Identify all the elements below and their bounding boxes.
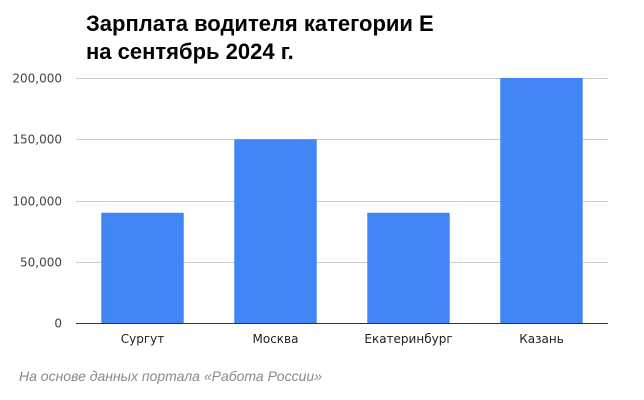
x-tick-label: Москва [253, 332, 299, 346]
y-tick-label: 50,000 [20, 256, 62, 270]
chart-title-line-1: Зарплата водителя категории Е [86, 11, 434, 36]
bar [500, 78, 583, 323]
y-tick-label: 100,000 [12, 195, 62, 209]
y-tick-label: 200,000 [12, 72, 62, 86]
chart-title: Зарплата водителя категории Е на сентябр… [86, 10, 434, 66]
bar [101, 212, 184, 323]
x-tick-label: Сургут [121, 332, 165, 346]
x-axis-ticks: Сургут Москва Екатеринбург Казань [121, 332, 564, 346]
bar [234, 139, 317, 323]
x-tick-label: Екатеринбург [364, 332, 452, 346]
y-tick-label: 150,000 [12, 133, 62, 147]
bars [101, 78, 583, 323]
x-tick-label: Казань [519, 332, 564, 346]
bar [367, 212, 450, 323]
y-tick-label: 0 [54, 317, 62, 331]
chart-title-line-2: на сентябрь 2024 г. [86, 39, 294, 64]
source-note: На основе данных портала «Работа России» [19, 368, 322, 384]
y-axis-ticks: 0 50,000 100,000 150,000 200,000 [12, 72, 62, 331]
